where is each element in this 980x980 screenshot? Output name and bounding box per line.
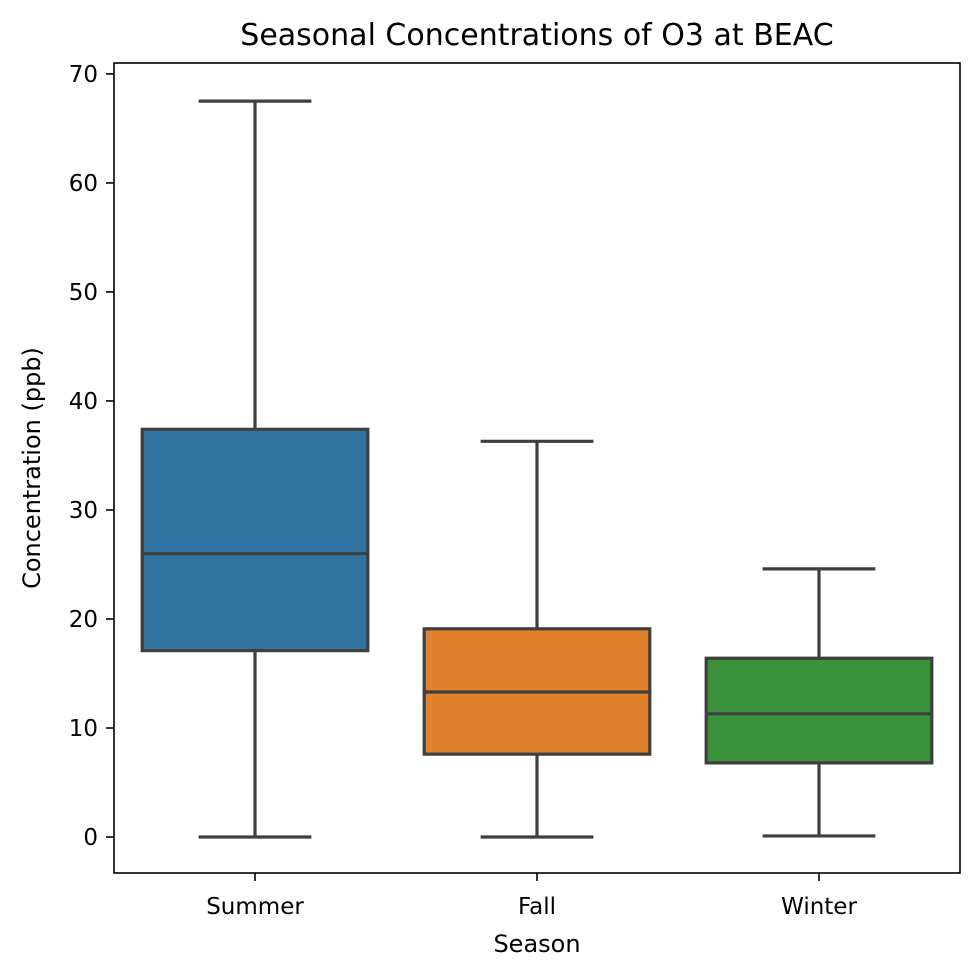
- y-tick-label: 40: [69, 389, 98, 415]
- y-tick-label: 10: [69, 716, 98, 742]
- y-tick-label: 60: [69, 171, 98, 197]
- x-tick-label: Summer: [206, 894, 304, 920]
- box-winter: [704, 567, 934, 838]
- plot-frame: [113, 62, 961, 874]
- iqr-box: [140, 427, 370, 653]
- y-tick-label: 70: [69, 62, 98, 88]
- box-summer: [140, 99, 370, 839]
- y-tick-label: 50: [69, 280, 98, 306]
- plot-area: [140, 99, 934, 839]
- x-axis: Summer Fall Winter: [206, 873, 857, 920]
- x-tick-label: Fall: [518, 894, 556, 920]
- y-tick-label: 30: [69, 498, 98, 524]
- chart-title: Seasonal Concentrations of O3 at BEAC: [240, 18, 833, 53]
- y-tick-label: 0: [83, 825, 98, 851]
- y-axis: 0 10 20 30 40 50 60 70: [69, 62, 114, 851]
- box-fall: [422, 439, 652, 839]
- x-axis-label: Season: [493, 930, 580, 958]
- y-axis-label: Concentration (ppb): [18, 347, 46, 589]
- x-tick-label: Winter: [781, 894, 857, 920]
- iqr-box: [704, 656, 934, 765]
- y-tick-label: 20: [69, 607, 98, 633]
